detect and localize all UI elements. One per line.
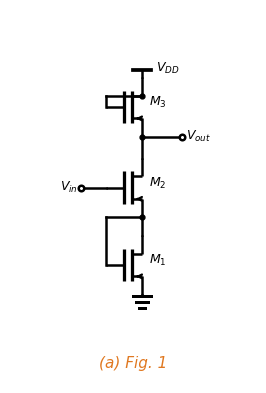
Text: $M_1$: $M_1$ xyxy=(149,253,166,268)
Text: $M_2$: $M_2$ xyxy=(149,176,166,191)
Text: $M_3$: $M_3$ xyxy=(149,95,166,110)
Text: (a) Fig. 1: (a) Fig. 1 xyxy=(99,356,167,371)
Text: $V_{in}$: $V_{in}$ xyxy=(60,180,77,195)
Text: $V_{DD}$: $V_{DD}$ xyxy=(156,61,180,76)
Text: $V_{out}$: $V_{out}$ xyxy=(186,129,211,145)
